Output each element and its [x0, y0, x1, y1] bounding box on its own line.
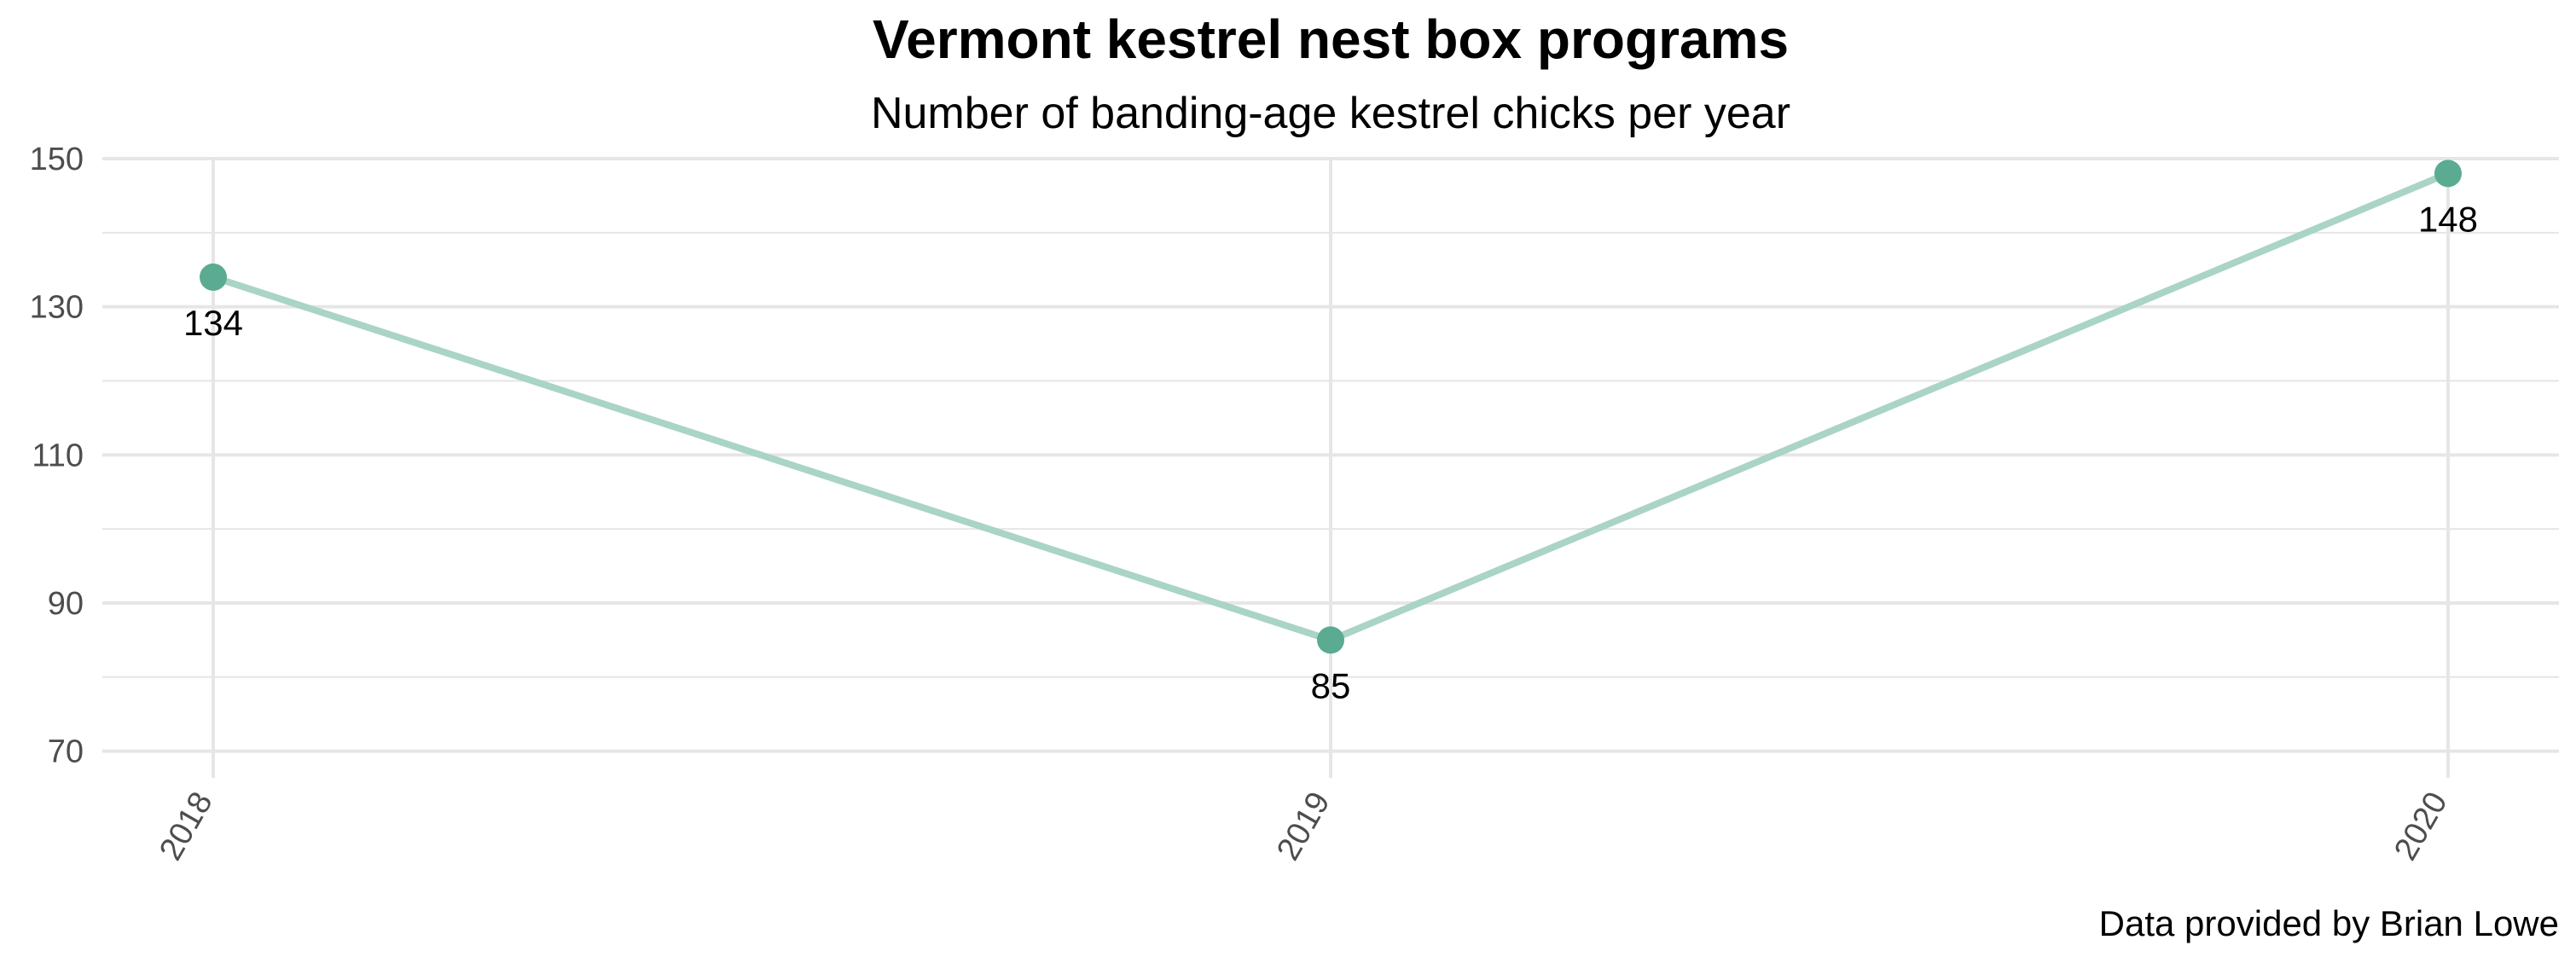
x-tick-label: 2018 [153, 786, 220, 867]
data-point [200, 263, 227, 291]
data-series: 134 85 148 [183, 160, 2478, 705]
grid-lines [102, 157, 2559, 778]
chart-caption: Data provided by Brian Lowe [2099, 903, 2559, 943]
data-label: 148 [2418, 199, 2478, 239]
y-tick-label: 70 [48, 734, 84, 770]
data-label: 85 [1311, 665, 1351, 705]
axis-labels: 70 90 110 130 150 2018 2019 2020 [30, 142, 2455, 867]
data-point [2434, 160, 2462, 188]
x-tick-label: 2019 [1270, 786, 1337, 867]
x-tick-label: 2020 [2387, 786, 2455, 867]
data-label: 134 [183, 303, 243, 343]
data-point [1317, 626, 1344, 654]
chart-subtitle: Number of banding-age kestrel chicks per… [871, 89, 1790, 138]
y-tick-label: 110 [32, 438, 84, 473]
y-tick-label: 90 [48, 586, 84, 622]
y-tick-label: 130 [30, 290, 84, 326]
y-tick-label: 150 [30, 142, 84, 177]
chart-title: Vermont kestrel nest box programs [873, 9, 1789, 70]
